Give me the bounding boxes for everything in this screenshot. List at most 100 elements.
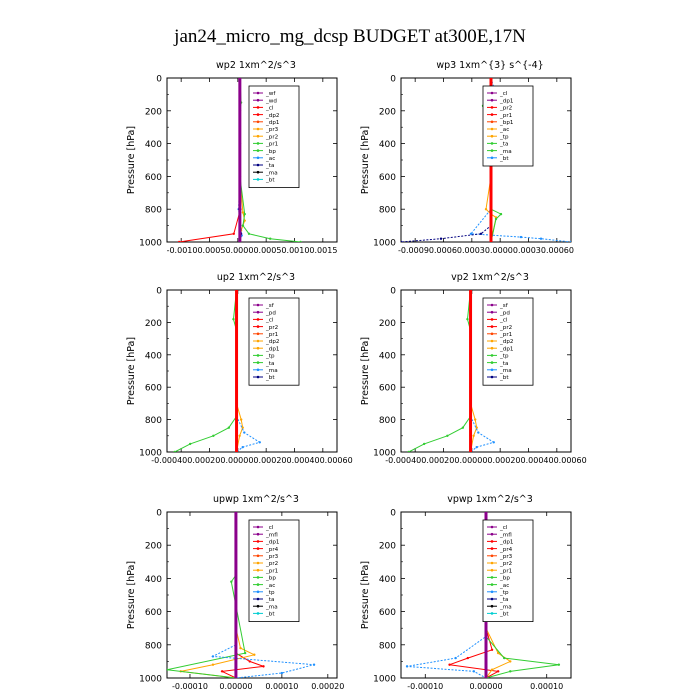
series-point [466, 317, 469, 321]
legend-marker [256, 547, 260, 550]
legend-marker [490, 156, 494, 160]
legend-marker [256, 163, 260, 167]
legend-entry: _cl [499, 318, 508, 324]
series-point [243, 431, 246, 434]
legend-entry: _ac [499, 583, 509, 589]
series-point [227, 426, 231, 429]
legend-entry: _pr3 [499, 554, 513, 560]
legend-entry: _pr4 [499, 547, 513, 553]
y-tick-label: 600 [379, 608, 396, 618]
y-tick-label: 1000 [139, 239, 162, 249]
legend-marker [256, 612, 260, 615]
chart-title: wp2 1xm^2/s^3 [216, 60, 296, 71]
legend-marker [490, 134, 494, 138]
legend-entry: _tp [265, 354, 275, 360]
legend-entry: _ma [265, 368, 278, 374]
x-tick-labels: -0.000400.000200.000000.000200.000400.00… [385, 456, 586, 465]
legend-marker [490, 127, 494, 131]
legend-entry: _sf [499, 303, 509, 309]
legend-entry: _bp [499, 576, 510, 582]
series-point [509, 660, 512, 663]
legend-entry: _bp1 [499, 120, 514, 126]
y-tick-label: 400 [145, 140, 162, 150]
chart-title: up2 1xm^2/s^3 [217, 272, 295, 283]
series-point [232, 317, 235, 321]
series-point [239, 646, 242, 650]
legend-entry: _tp [499, 134, 509, 140]
y-tick-label: 400 [379, 575, 396, 585]
legend-entry: _dp2 [499, 339, 513, 345]
legend-entry: _ma [265, 604, 278, 610]
y-tick-label: 400 [145, 575, 162, 585]
series-point [461, 426, 465, 429]
legend-marker [256, 142, 260, 145]
legend-marker [256, 561, 260, 565]
legend-marker [256, 318, 260, 321]
series-group [407, 290, 495, 452]
legend-entry: _pr2 [265, 325, 278, 331]
chart-title: vpwp 1xm^2/s^3 [447, 494, 533, 505]
legend-entry: _pd [499, 310, 510, 316]
legend-marker [256, 170, 260, 174]
legend-marker [256, 156, 260, 160]
legend-entry: _pr1 [265, 332, 279, 338]
legend-marker [256, 576, 260, 579]
legend-entry: _pr1 [265, 142, 279, 148]
x-tick-label: 0.00000 [219, 682, 252, 691]
y-tick-label: 800 [145, 206, 162, 216]
series-point [496, 651, 500, 655]
series-point [422, 442, 426, 446]
series-point [243, 212, 246, 216]
series-point [299, 240, 302, 242]
series-point [472, 434, 475, 437]
legend-marker [490, 354, 494, 357]
y-tick-label: 400 [379, 351, 396, 361]
legend-marker [490, 375, 494, 379]
x-tick-labels: -0.00100.00050.00000.00050.00100.0015 [167, 246, 338, 255]
legend-entry: _bt [499, 156, 509, 162]
series-point [448, 663, 451, 666]
series-point [477, 431, 480, 434]
chart-panel-5: upwp 1xm^2/s^3 0 200 400 600 800 1000 Pressure … [126, 494, 344, 691]
legend-entry: _pr2 [499, 561, 512, 567]
series-point [258, 441, 261, 444]
series-point [494, 217, 498, 221]
legend-entry: _cl [265, 525, 274, 531]
x-tick-label: 0.00010 [530, 682, 563, 691]
y-tick-label: 1000 [373, 239, 396, 249]
series-point [503, 656, 506, 660]
y-tick-label: 0 [390, 287, 396, 297]
series-point [211, 663, 215, 666]
legend: _cl_mfl_dp1_pr4_pr3_pr2_pr1_bp_ac_tp_ta_… [248, 519, 300, 622]
y-tick-label: 200 [379, 319, 396, 329]
series-point [557, 663, 561, 666]
legend-entry: _pr3 [265, 554, 279, 560]
legend-marker [256, 310, 260, 314]
series-point [509, 670, 512, 673]
legend-marker [490, 547, 494, 550]
legend-entry: _pr3 [265, 127, 279, 133]
legend-marker [256, 540, 260, 543]
legend-marker [256, 303, 260, 307]
series-point [473, 418, 477, 421]
legend-marker [490, 303, 494, 307]
legend-marker [490, 583, 494, 586]
legend: _wf_wd _cl_dp2_dp1_pr3_pr2 _pr1_bp_ac_ta_m… [248, 85, 300, 188]
y-tick-label: 600 [145, 384, 162, 394]
y-tick-label: 800 [379, 206, 396, 216]
y-axis-label: Pressure [hPa] [360, 337, 371, 405]
legend-marker [490, 325, 494, 328]
series-point [469, 232, 473, 235]
series-point [230, 580, 233, 583]
y-tick-label: 1000 [373, 449, 396, 459]
series-point [211, 655, 215, 658]
legend-marker [256, 113, 260, 116]
legend-entry: _mfl [265, 532, 278, 538]
chart-title: upwp 1xm^2/s^3 [213, 494, 299, 505]
legend-marker [490, 597, 494, 601]
legend-entry: _ac [265, 583, 275, 589]
legend-marker [256, 583, 260, 586]
legend-entry: _wd [265, 98, 277, 104]
legend-marker [490, 361, 494, 364]
